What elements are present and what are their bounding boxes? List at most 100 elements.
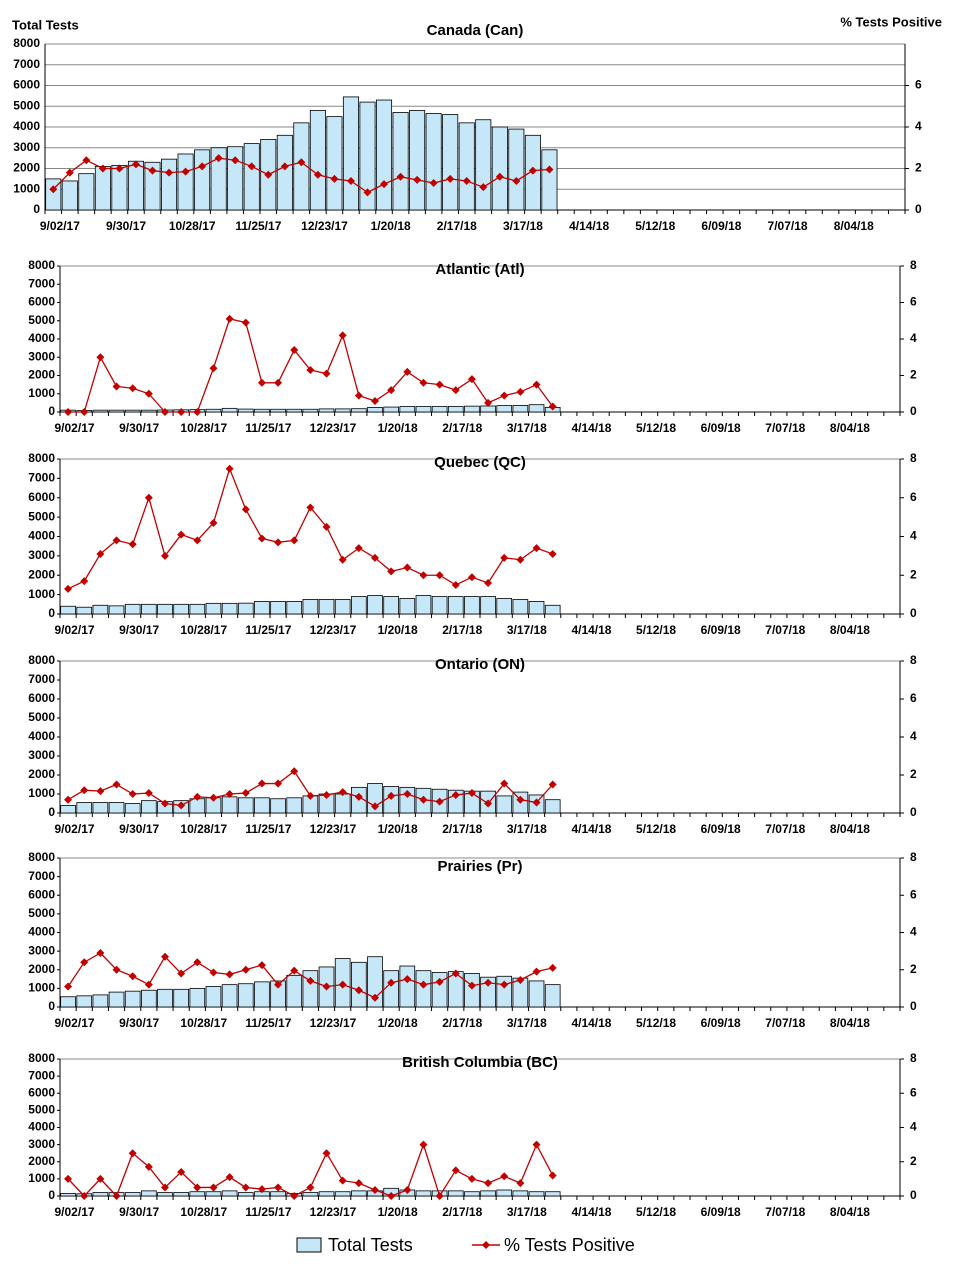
plot-frame [59,1058,901,1197]
bar [194,149,211,211]
bar [237,602,254,615]
y-tick-label: 6000 [28,295,55,309]
marker [403,563,412,572]
x-tick-label: 1/20/18 [378,822,418,836]
bar [399,598,416,615]
bar [508,128,525,211]
y-tick-label: 3000 [13,140,40,154]
bar [243,143,260,211]
bar [177,153,194,211]
bar [173,988,189,1008]
panel: 0 1000 2000 3000 4000 5000 6000 7000 8000 0 2 4 6 8 9/… [28,1051,917,1219]
marker [512,176,521,185]
y-tick-label: 4000 [28,331,55,345]
marker [467,573,476,582]
marker [290,966,299,975]
x-tick-label: 4/14/18 [571,1016,611,1030]
x-tick-label: 2/17/18 [442,1205,482,1219]
y-tick-label: 0 [48,1188,55,1202]
y2-tick-label: 4 [915,119,922,133]
y2-tick-label: 2 [910,962,917,976]
y-tick-label: 6000 [28,490,55,504]
marker [354,544,363,553]
bar [425,113,442,211]
x-tick-label: 4/14/18 [571,822,611,836]
marker [322,1149,331,1158]
bar [367,783,383,814]
bar [512,599,529,615]
y-tick-label: 4000 [28,1120,55,1134]
x-tick-label: 8/04/18 [830,1205,870,1219]
marker [257,534,266,543]
bar [351,1190,367,1197]
marker [451,386,460,395]
x-tick-label: 5/12/18 [636,623,676,637]
bar [309,110,326,211]
x-tick-label: 10/28/17 [169,219,216,233]
marker [177,801,186,810]
chart-title: Ontario (ON) [435,656,525,673]
y-tick-label: 2000 [28,962,55,976]
x-tick-label: 3/17/18 [507,822,547,836]
bar [399,406,416,413]
marker [479,183,488,192]
bar [528,404,545,413]
marker [451,969,460,978]
marker [148,166,157,175]
y-tick-label: 5000 [13,98,40,112]
x-tick-label: 12/23/17 [310,1205,357,1219]
bar [415,970,432,1008]
x-tick-label: 9/30/17 [119,822,159,836]
marker [500,553,509,562]
marker [161,952,169,961]
x-tick-label: 8/04/18 [834,219,874,233]
bar [205,986,222,1008]
x-tick-label: 6/09/18 [701,1016,741,1030]
marker [64,982,73,991]
marker [484,398,493,407]
bar [491,126,508,211]
bar [141,800,157,814]
marker [516,555,525,564]
marker [532,1140,541,1149]
bar [270,1191,286,1197]
marker [257,1185,266,1194]
bar [221,602,238,615]
y2-tick-label: 6 [915,78,922,92]
marker [322,522,331,531]
y2-tick-label: 2 [910,368,917,382]
marker [545,165,554,174]
marker [371,993,379,1002]
marker [193,1183,202,1192]
marker [290,767,299,776]
marker [181,167,190,176]
marker [363,188,372,197]
marker [274,779,283,788]
bar [544,799,561,814]
marker [435,571,444,580]
bar [392,112,409,211]
y-tick-label: 7000 [28,471,55,485]
bar [447,406,464,413]
y-tick-label: 6000 [28,887,55,901]
bar [431,406,448,413]
bar [480,976,496,1008]
y2-tick-label: 0 [915,202,922,216]
y-tick-label: 8000 [28,850,55,864]
y-tick-label: 7000 [28,672,55,686]
marker [403,367,412,376]
bar [60,805,76,814]
marker [338,555,347,564]
y-tick-label: 6000 [28,691,55,705]
bar [60,996,76,1008]
marker [403,790,412,798]
marker [306,1183,315,1192]
marker [413,175,422,184]
marker [387,791,396,800]
x-tick-label: 9/02/17 [55,1016,95,1030]
x-tick-label: 9/30/17 [106,219,146,233]
y-tick-label: 6000 [13,78,40,92]
marker [257,961,266,970]
y-tick-label: 5000 [28,710,55,724]
x-tick-label: 7/07/18 [765,623,805,637]
